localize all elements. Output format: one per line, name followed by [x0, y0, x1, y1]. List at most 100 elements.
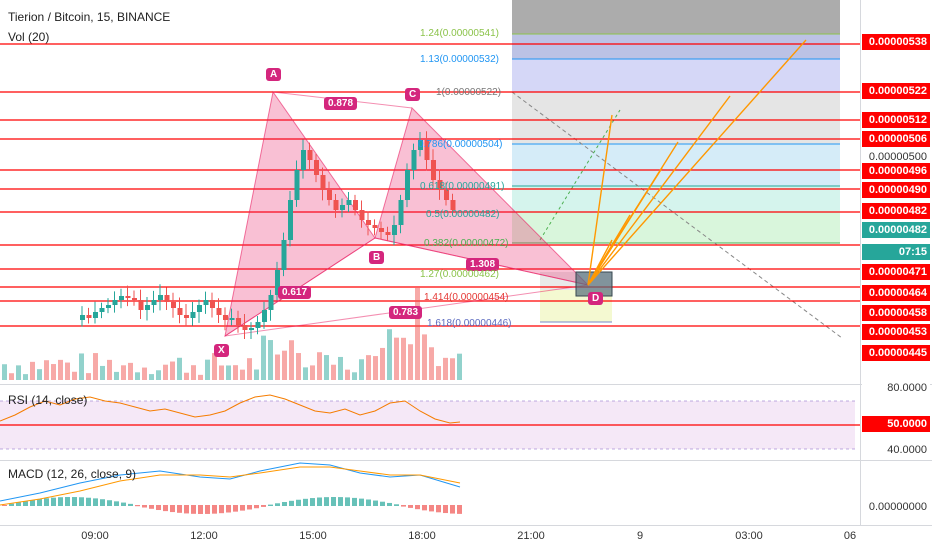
volume-bar: [58, 359, 63, 380]
macd-bar: [177, 505, 182, 513]
point-c-label: C: [405, 88, 421, 101]
fib-label-5: 0.5(0.00000482): [426, 209, 500, 220]
price-tag-506: 0.00000506: [862, 131, 930, 147]
volume-bar: [296, 353, 301, 380]
ratio-xb-label: 0.783: [389, 306, 423, 319]
volume-bar: [429, 347, 434, 380]
volume-bar: [121, 365, 126, 380]
macd-bar: [30, 500, 35, 506]
macd-bar: [394, 504, 399, 506]
pane-separator-2[interactable]: [0, 460, 932, 461]
volume-bar: [205, 359, 210, 380]
volume-bar: [317, 352, 322, 380]
volume-bar: [44, 360, 49, 380]
macd-bar: [226, 505, 231, 513]
candle-body: [418, 140, 423, 150]
macd-bar: [303, 498, 308, 506]
pane-separator-3: [0, 525, 932, 526]
macd-bar: [233, 505, 238, 512]
candle-body: [411, 150, 417, 170]
candle-body: [229, 318, 235, 320]
macd-bar: [457, 505, 462, 514]
macd-bar: [58, 497, 63, 506]
volume-bar: [219, 365, 224, 380]
price-tag-522: 0.00000522: [862, 83, 930, 99]
macd-bar: [93, 498, 98, 506]
macd-bar: [422, 505, 427, 511]
candle-body: [171, 302, 176, 308]
ratio-cd-label: 1.308: [466, 258, 500, 271]
macd-bar: [380, 501, 385, 506]
dashed-trend-up: [539, 109, 621, 241]
volume-bar: [310, 365, 315, 380]
volume-bar: [457, 353, 462, 380]
volume-bar: [380, 347, 385, 380]
candle-body: [275, 270, 280, 295]
macd-bar: [219, 505, 224, 514]
volume-bar: [443, 357, 448, 380]
macd-bar: [184, 505, 189, 514]
volume-bar: [450, 358, 455, 380]
price-tag-496: 0.00000496: [862, 163, 930, 179]
volume-bar: [93, 353, 98, 380]
price-chart[interactable]: [0, 0, 860, 384]
candle-body: [99, 308, 105, 312]
volume-bar: [331, 364, 336, 380]
point-b-label: B: [369, 251, 385, 264]
volume-bar: [394, 337, 399, 380]
ratio-ab-label: 0.617: [278, 286, 312, 299]
volume-bar: [422, 334, 427, 380]
macd-pane[interactable]: MACD (12, 26, close, 9): [0, 461, 860, 525]
macd-bar: [366, 499, 371, 506]
price-tag-482a: 0.00000482: [862, 203, 930, 219]
price-tag-500: 0.00000500: [862, 149, 930, 165]
macd-chart: [0, 462, 462, 514]
last-price-tag: 0.00000482: [862, 222, 930, 238]
macd-bar: [72, 497, 77, 506]
candle-body: [80, 315, 85, 320]
macd-bar: [254, 505, 259, 509]
volume-bar: [100, 365, 105, 380]
candle-body: [86, 315, 92, 318]
candle-body: [223, 315, 228, 320]
volume-bar: [72, 371, 77, 380]
fib-zone-5: [512, 186, 840, 213]
price-tag-471: 0.00000471: [862, 264, 930, 280]
candle-body: [405, 170, 410, 200]
rsi-axis-current: 50.0000: [862, 416, 930, 432]
time-label-9: 9: [636, 530, 644, 542]
candle-body: [281, 240, 287, 270]
time-label-0900: 09:00: [81, 530, 109, 542]
candle-body: [392, 225, 397, 235]
macd-axis[interactable]: [860, 461, 932, 525]
candle-body: [164, 295, 170, 302]
volume-bar: [324, 355, 329, 380]
pane-separator-1[interactable]: [0, 384, 932, 385]
macd-bar: [51, 497, 56, 506]
rsi-chart: [0, 394, 860, 450]
macd-bar: [212, 505, 217, 514]
volume-bars: [2, 288, 462, 380]
macd-bar: [387, 502, 392, 506]
point-x-label: X: [214, 344, 229, 357]
fib-label-1414: 1.414(0.00000454): [424, 292, 509, 303]
candle-body: [138, 300, 144, 310]
candle-body: [203, 300, 209, 305]
price-pane[interactable]: Tierion / Bitcoin, 15, BINANCE Vol (20) …: [0, 0, 860, 384]
volume-bar: [107, 359, 112, 380]
candle-body: [366, 220, 371, 225]
candle-body: [106, 305, 111, 308]
macd-bar: [401, 505, 406, 507]
volume-title: Vol (20): [8, 30, 50, 44]
rsi-pane[interactable]: RSI (14, close): [0, 385, 860, 460]
time-label-1200: 12:00: [190, 530, 218, 542]
volume-bar: [191, 365, 196, 380]
dashed-trend-down: [511, 91, 843, 339]
volume-bar: [401, 337, 406, 380]
macd-bar: [163, 505, 168, 512]
candle-body: [262, 310, 267, 322]
candle-body: [444, 190, 449, 200]
fib-zone-top: [512, 0, 840, 34]
projection-arrows: [587, 39, 807, 286]
price-tag-512: 0.00000512: [862, 112, 930, 128]
